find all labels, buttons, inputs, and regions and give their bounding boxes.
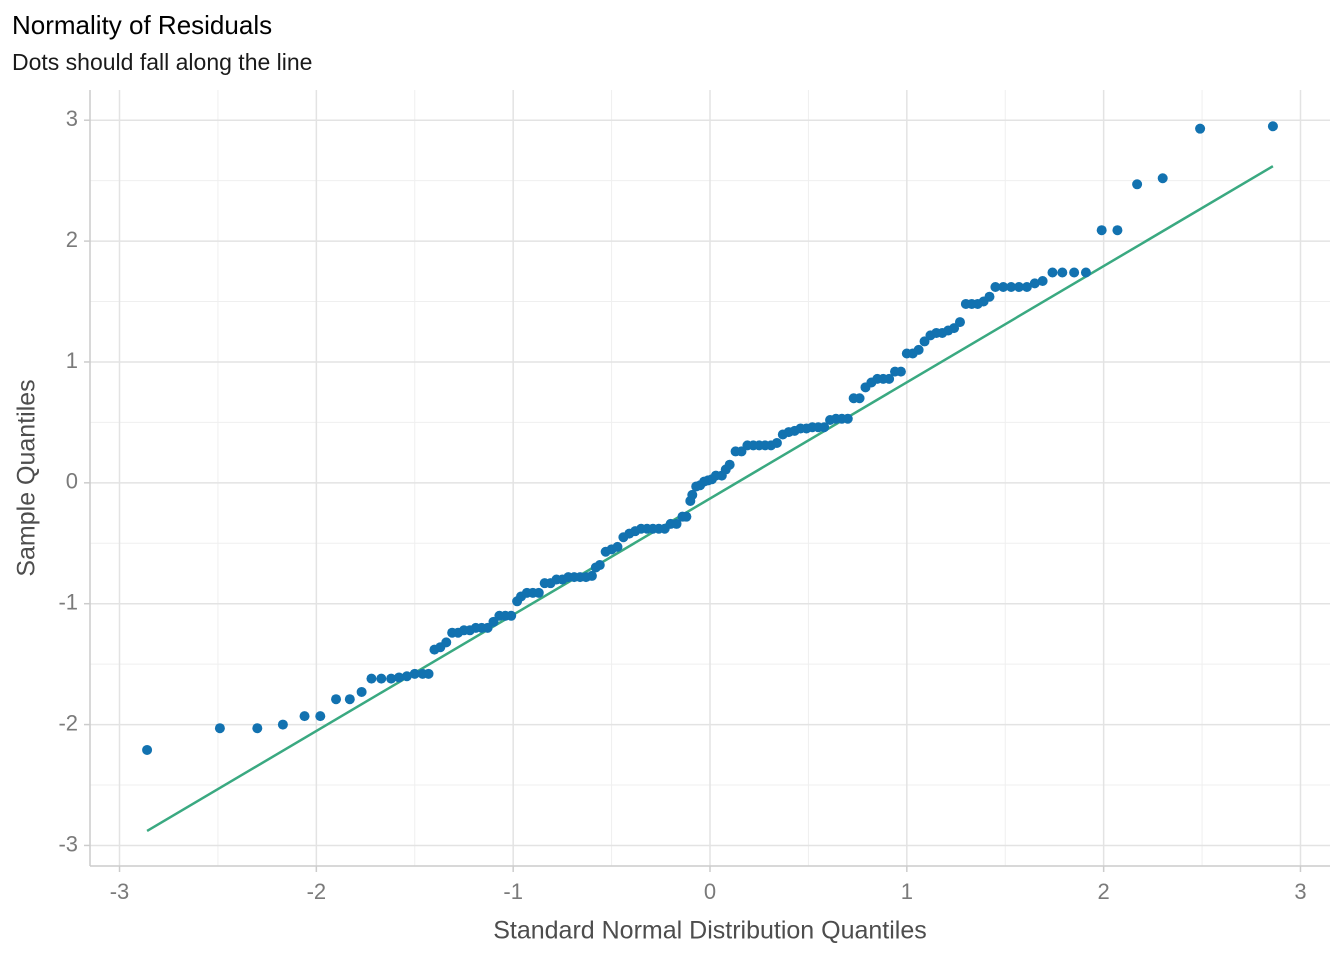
point: [1267, 121, 1278, 132]
point: [586, 570, 597, 581]
y-tick-label: -3: [58, 831, 78, 856]
x-tick-label: -2: [307, 879, 327, 904]
point: [386, 673, 397, 684]
point: [315, 711, 326, 722]
y-axis-label: Sample Quantiles: [13, 379, 41, 576]
point: [1195, 123, 1206, 134]
point: [1132, 179, 1143, 190]
point: [854, 393, 865, 404]
x-tick-label: -1: [503, 879, 523, 904]
x-tick-label: 0: [704, 879, 716, 904]
point: [990, 282, 1001, 293]
point: [423, 668, 434, 679]
point: [142, 744, 153, 755]
point: [1037, 275, 1048, 286]
point: [394, 672, 405, 683]
y-tick-label: -2: [58, 710, 78, 735]
point: [356, 686, 367, 697]
point: [687, 489, 698, 500]
point: [771, 437, 782, 448]
x-axis-label: Standard Normal Distribution Quantiles: [493, 917, 927, 945]
chart-subtitle: Dots should fall along the line: [12, 49, 312, 75]
point: [913, 344, 924, 355]
point: [1014, 282, 1025, 293]
x-tick-label: 2: [1098, 879, 1110, 904]
point: [984, 291, 995, 302]
y-tick-label: 0: [66, 469, 78, 494]
x-tick-label: 1: [901, 879, 913, 904]
point: [1069, 267, 1080, 278]
point: [299, 711, 310, 722]
point: [506, 610, 517, 621]
point: [1006, 282, 1017, 293]
point: [331, 694, 342, 705]
point: [441, 637, 452, 648]
point: [895, 366, 906, 377]
point: [1157, 173, 1168, 184]
point: [724, 459, 735, 470]
point: [671, 518, 682, 529]
y-tick-label: 1: [66, 348, 78, 373]
point: [681, 511, 692, 522]
point: [1057, 267, 1068, 278]
point: [1021, 282, 1032, 293]
chart-title: Normality of Residuals: [12, 10, 272, 40]
point: [1029, 278, 1040, 289]
point: [998, 282, 1009, 293]
point: [252, 723, 263, 734]
y-tick-label: -1: [58, 590, 78, 615]
point: [366, 673, 377, 684]
point: [612, 541, 623, 552]
point: [884, 373, 895, 384]
y-tick-label: 2: [66, 227, 78, 252]
point: [1080, 267, 1091, 278]
point: [1047, 267, 1058, 278]
point: [594, 560, 605, 571]
point: [401, 671, 412, 682]
x-tick-label: 3: [1294, 879, 1306, 904]
point: [819, 422, 830, 433]
y-tick-label: 3: [66, 106, 78, 131]
point: [214, 723, 225, 734]
point: [344, 694, 355, 705]
point: [1096, 225, 1107, 236]
point: [842, 413, 853, 424]
point: [954, 317, 965, 328]
point: [376, 673, 387, 684]
point: [1112, 225, 1123, 236]
point: [409, 668, 420, 679]
point: [533, 587, 544, 598]
point: [277, 719, 288, 730]
x-tick-label: -3: [110, 879, 130, 904]
